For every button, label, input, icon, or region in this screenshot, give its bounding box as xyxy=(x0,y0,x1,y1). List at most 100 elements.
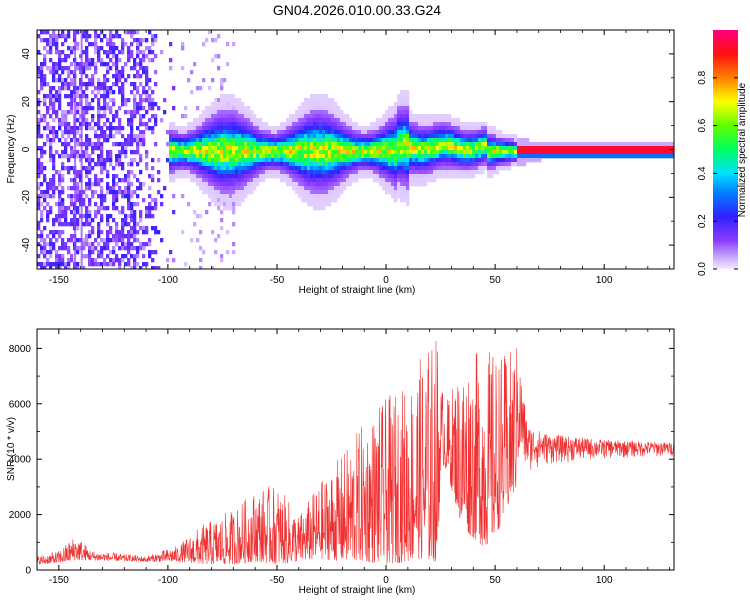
spectrogram-cell xyxy=(442,154,446,159)
spectrogram-cell xyxy=(142,54,146,59)
spectrogram-cell xyxy=(313,110,317,115)
spectrogram-cell xyxy=(436,170,440,175)
spectrogram-cell xyxy=(340,134,344,139)
spectrogram-cell xyxy=(475,150,479,155)
spectrogram-cell xyxy=(637,150,641,155)
spectrogram-cell xyxy=(70,194,74,199)
spectrogram-cell xyxy=(319,162,323,167)
spectrogram-cell xyxy=(130,234,134,239)
spectrogram-cell xyxy=(202,146,206,151)
spectrogram-cell xyxy=(229,130,233,135)
spectrogram-cell xyxy=(88,178,92,183)
spectrogram-cell xyxy=(157,106,161,111)
spectrogram-cell xyxy=(451,166,455,171)
spectrogram-cell xyxy=(403,94,407,99)
spectrogram-cell xyxy=(394,130,398,135)
spectrogram-cell xyxy=(295,146,299,151)
spectrogram-cell xyxy=(55,70,59,75)
spectrogram-cell xyxy=(118,238,122,243)
spectrogram-cell xyxy=(217,150,221,155)
spectrogram-cell xyxy=(160,118,164,123)
spectrogram-cell xyxy=(172,130,176,135)
spectrogram-cell xyxy=(301,118,305,123)
spectrogram-cell xyxy=(46,110,50,115)
spectrogram-cell xyxy=(70,198,74,203)
spectrogram-cell xyxy=(148,202,152,207)
spectrogram-cell xyxy=(43,102,47,107)
spectrogram-cell xyxy=(208,122,212,127)
spectrogram-cell xyxy=(448,142,452,147)
spectrogram-cell xyxy=(157,178,161,183)
spectrogram-cell xyxy=(148,78,152,83)
spectrogram-cell xyxy=(490,158,494,163)
spectrogram-cell xyxy=(541,150,545,155)
spectrogram-cell xyxy=(355,178,359,183)
spectrogram-cell xyxy=(301,162,305,167)
spectrogram-cell xyxy=(61,114,65,119)
spectrogram-cell xyxy=(124,142,128,147)
spectrogram-cell xyxy=(427,146,431,151)
figure-title: GN04.2026.010.00.33.G24 xyxy=(273,2,441,18)
spectrogram-cell xyxy=(145,122,149,127)
spectrogram-cell xyxy=(151,206,155,211)
spectrogram-cell xyxy=(118,142,122,147)
spectrogram-cell xyxy=(610,142,614,147)
spectrogram-cell xyxy=(319,98,323,103)
spectrogram-cell xyxy=(226,182,230,187)
spectrogram-cell xyxy=(232,250,236,255)
spectrogram-cell xyxy=(490,126,494,131)
spectrogram-cell xyxy=(40,182,44,187)
spectrogram-cell xyxy=(448,158,452,163)
spectrogram-cell xyxy=(655,154,659,159)
spectrogram-cell xyxy=(478,142,482,147)
spectrogram-cell xyxy=(325,118,329,123)
spectrogram-cell xyxy=(139,42,143,47)
spectrogram-cell xyxy=(40,162,44,167)
spectrogram-cell xyxy=(160,202,164,207)
spectrogram-cell xyxy=(49,230,53,235)
spectrogram-cell xyxy=(514,150,518,155)
spectrogram-cell xyxy=(388,166,392,171)
spectrogram-cell xyxy=(337,190,341,195)
spectrogram-cell xyxy=(430,146,434,151)
spectrogram-cell xyxy=(220,142,224,147)
spectrogram-cell xyxy=(130,130,134,135)
spectrogram-cell xyxy=(316,190,320,195)
spectrogram-cell xyxy=(454,134,458,139)
spectrogram-cell xyxy=(64,266,68,269)
spectrogram-cell xyxy=(61,42,65,47)
spectrogram-cell xyxy=(211,138,215,143)
spectrogram-cell xyxy=(409,158,413,163)
spectrogram-cell xyxy=(304,194,308,199)
spectrogram-cell xyxy=(343,162,347,167)
spectrogram-cell xyxy=(241,170,245,175)
spectrogram-cell xyxy=(46,250,50,255)
spectrogram-cell xyxy=(523,138,527,143)
spectrogram-cell xyxy=(49,102,53,107)
spectrogram-cell xyxy=(436,142,440,147)
spectrogram-cell xyxy=(382,162,386,167)
spectrogram-cell xyxy=(436,154,440,159)
spectrogram-cell xyxy=(220,178,224,183)
spectrogram-cell xyxy=(265,130,269,135)
spectrogram-cell xyxy=(133,62,137,67)
spectrogram-cell xyxy=(106,254,110,259)
spectrogram-cell xyxy=(448,130,452,135)
spectrogram-cell xyxy=(397,130,401,135)
spectrogram-cell xyxy=(646,146,650,151)
spectrogram-cell xyxy=(67,250,71,255)
spectrogram-cell xyxy=(127,190,131,195)
spectrogram-cell xyxy=(88,242,92,247)
spectrogram-cell xyxy=(106,230,110,235)
spectrogram-cell xyxy=(121,166,125,171)
spectrogram-cell xyxy=(382,178,386,183)
spectrogram-cell xyxy=(133,102,137,107)
spectrogram-cell xyxy=(295,186,299,191)
spectrogram-cell xyxy=(292,142,296,147)
spectrogram-cell xyxy=(298,150,302,155)
spectrogram-cell xyxy=(82,118,86,123)
spectrogram-cell xyxy=(70,106,74,111)
spectrogram-cell xyxy=(70,218,74,223)
spectrogram-cell xyxy=(103,62,107,67)
spectrogram-cell xyxy=(112,34,116,39)
